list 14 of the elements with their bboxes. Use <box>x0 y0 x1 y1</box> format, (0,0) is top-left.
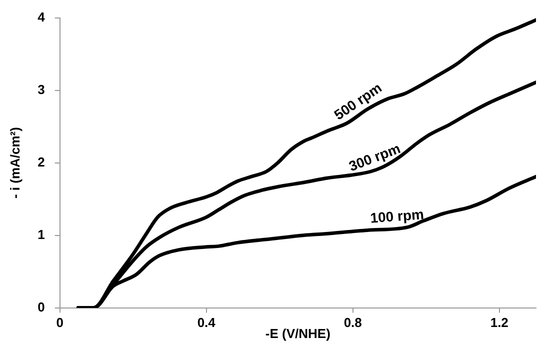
x-tick-label: 0.4 <box>197 315 216 330</box>
y-tick-label: 2 <box>38 154 45 170</box>
y-tick-label: 1 <box>38 226 45 242</box>
x-tick-label: 0 <box>56 315 64 330</box>
y-tick-label: 4 <box>38 9 46 24</box>
text: 500 rpm <box>331 79 384 123</box>
y-tick-label: 3 <box>38 82 45 97</box>
y-axis-title: - i (mA/cm²) <box>7 127 22 199</box>
text: 300 rpm <box>346 140 402 174</box>
series-label: 100 rpm <box>370 206 424 226</box>
y-tick-label: 0 <box>38 299 45 314</box>
x-tick-label: 1.2 <box>490 315 508 330</box>
x-axis-title: -E (V/NHE) <box>265 326 330 341</box>
x-tick-label: 0.8 <box>344 315 362 330</box>
